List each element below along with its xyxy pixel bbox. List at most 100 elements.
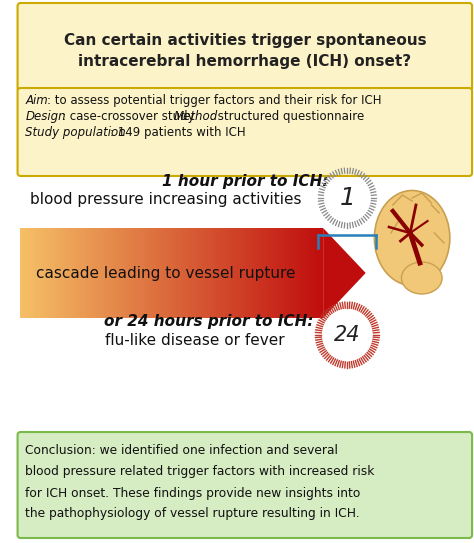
Polygon shape bbox=[85, 228, 87, 318]
Polygon shape bbox=[216, 228, 217, 318]
Polygon shape bbox=[312, 228, 314, 318]
Polygon shape bbox=[75, 228, 76, 318]
Polygon shape bbox=[36, 228, 37, 318]
Polygon shape bbox=[80, 228, 81, 318]
Polygon shape bbox=[207, 228, 208, 318]
Polygon shape bbox=[249, 228, 250, 318]
Polygon shape bbox=[293, 228, 294, 318]
Polygon shape bbox=[125, 228, 127, 318]
Polygon shape bbox=[225, 228, 226, 318]
Text: Study population: Study population bbox=[25, 125, 126, 138]
Polygon shape bbox=[149, 228, 151, 318]
Polygon shape bbox=[134, 228, 136, 318]
Polygon shape bbox=[25, 228, 27, 318]
Polygon shape bbox=[63, 228, 64, 318]
Polygon shape bbox=[167, 228, 169, 318]
Polygon shape bbox=[223, 228, 225, 318]
Polygon shape bbox=[323, 228, 366, 318]
Polygon shape bbox=[123, 228, 125, 318]
Polygon shape bbox=[60, 228, 61, 318]
Polygon shape bbox=[54, 228, 55, 318]
Polygon shape bbox=[213, 228, 214, 318]
Polygon shape bbox=[179, 228, 181, 318]
Polygon shape bbox=[90, 228, 91, 318]
Polygon shape bbox=[320, 228, 322, 318]
Polygon shape bbox=[222, 228, 223, 318]
Polygon shape bbox=[157, 228, 158, 318]
Polygon shape bbox=[116, 228, 118, 318]
Polygon shape bbox=[40, 228, 42, 318]
Polygon shape bbox=[122, 228, 123, 318]
Text: blood pressure related trigger factors with increased risk: blood pressure related trigger factors w… bbox=[25, 465, 374, 478]
FancyBboxPatch shape bbox=[18, 432, 472, 538]
Polygon shape bbox=[87, 228, 89, 318]
Polygon shape bbox=[237, 228, 238, 318]
Text: 1: 1 bbox=[339, 186, 355, 210]
Polygon shape bbox=[220, 228, 222, 318]
Polygon shape bbox=[301, 228, 302, 318]
Polygon shape bbox=[172, 228, 173, 318]
Polygon shape bbox=[24, 228, 25, 318]
Polygon shape bbox=[273, 228, 275, 318]
Polygon shape bbox=[245, 228, 246, 318]
Polygon shape bbox=[107, 228, 108, 318]
Polygon shape bbox=[267, 228, 269, 318]
Polygon shape bbox=[176, 228, 178, 318]
Polygon shape bbox=[142, 228, 143, 318]
Polygon shape bbox=[299, 228, 301, 318]
Polygon shape bbox=[317, 228, 319, 318]
Text: Method: Method bbox=[173, 110, 218, 123]
Polygon shape bbox=[33, 228, 34, 318]
Polygon shape bbox=[243, 228, 245, 318]
Polygon shape bbox=[294, 228, 296, 318]
Polygon shape bbox=[254, 228, 255, 318]
Polygon shape bbox=[89, 228, 90, 318]
Polygon shape bbox=[42, 228, 43, 318]
Polygon shape bbox=[67, 228, 69, 318]
Polygon shape bbox=[20, 228, 22, 318]
Polygon shape bbox=[105, 228, 107, 318]
Polygon shape bbox=[234, 228, 236, 318]
Polygon shape bbox=[27, 228, 28, 318]
Polygon shape bbox=[305, 228, 307, 318]
Polygon shape bbox=[283, 228, 284, 318]
Polygon shape bbox=[137, 228, 138, 318]
Polygon shape bbox=[154, 228, 155, 318]
Polygon shape bbox=[182, 228, 184, 318]
Polygon shape bbox=[258, 228, 260, 318]
Polygon shape bbox=[201, 228, 202, 318]
Polygon shape bbox=[31, 228, 33, 318]
Polygon shape bbox=[260, 228, 261, 318]
Polygon shape bbox=[58, 228, 60, 318]
Polygon shape bbox=[95, 228, 96, 318]
Polygon shape bbox=[81, 228, 82, 318]
Polygon shape bbox=[311, 228, 312, 318]
Text: : to assess potential trigger factors and their risk for ICH: : to assess potential trigger factors an… bbox=[46, 93, 381, 106]
Polygon shape bbox=[191, 228, 193, 318]
Polygon shape bbox=[128, 228, 129, 318]
Polygon shape bbox=[296, 228, 297, 318]
Polygon shape bbox=[57, 228, 58, 318]
Polygon shape bbox=[308, 228, 310, 318]
Polygon shape bbox=[219, 228, 220, 318]
Polygon shape bbox=[163, 228, 164, 318]
Polygon shape bbox=[181, 228, 182, 318]
Polygon shape bbox=[111, 228, 113, 318]
Polygon shape bbox=[285, 228, 287, 318]
Polygon shape bbox=[281, 228, 283, 318]
Polygon shape bbox=[76, 228, 78, 318]
Polygon shape bbox=[98, 228, 99, 318]
Ellipse shape bbox=[374, 191, 450, 286]
Polygon shape bbox=[158, 228, 160, 318]
Text: : case-crossover study: : case-crossover study bbox=[62, 110, 202, 123]
Polygon shape bbox=[34, 228, 36, 318]
FancyBboxPatch shape bbox=[18, 88, 472, 176]
Polygon shape bbox=[270, 228, 272, 318]
Polygon shape bbox=[256, 228, 258, 318]
Polygon shape bbox=[217, 228, 219, 318]
Polygon shape bbox=[173, 228, 175, 318]
Polygon shape bbox=[138, 228, 140, 318]
Polygon shape bbox=[198, 228, 199, 318]
Polygon shape bbox=[297, 228, 299, 318]
Polygon shape bbox=[49, 228, 51, 318]
